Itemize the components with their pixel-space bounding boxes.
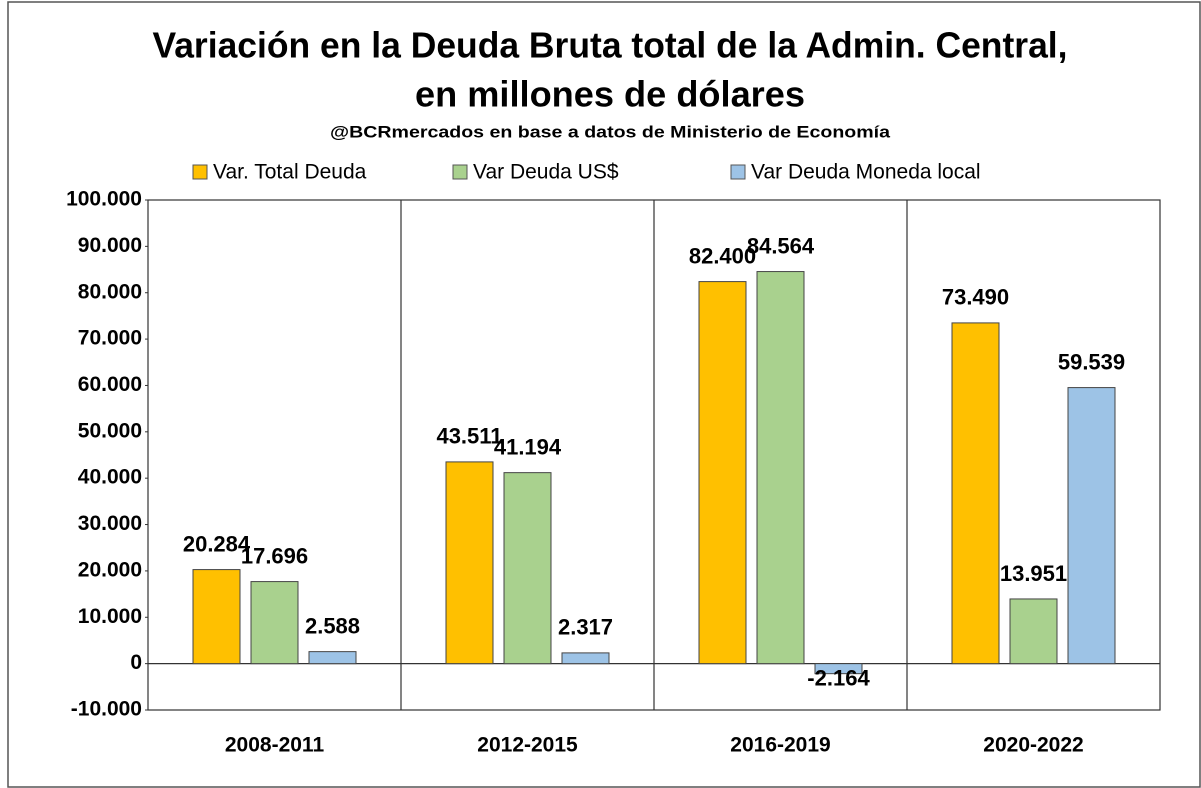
- legend-label: Var Deuda US$: [473, 161, 619, 184]
- bar: [1009, 598, 1058, 665]
- x-tick-label: 2008-2011: [225, 734, 325, 757]
- y-tick-label: 40.000: [78, 466, 142, 489]
- bar: [561, 652, 610, 665]
- x-tick-label: 2012-2015: [477, 734, 578, 757]
- data-label: 84.564: [747, 233, 815, 258]
- bar: [951, 322, 1000, 665]
- chart-border: [7, 1, 1201, 788]
- y-tick-label: -10.000: [71, 698, 142, 721]
- data-label: 73.490: [942, 285, 1009, 310]
- bar: [308, 651, 357, 665]
- data-label: 13.951: [1000, 561, 1067, 586]
- bar: [503, 472, 552, 665]
- y-tick-label: 20.000: [78, 558, 142, 581]
- y-tick-label: 0: [130, 651, 142, 674]
- bar: [250, 581, 299, 665]
- data-label: -2.164: [807, 665, 870, 690]
- data-label: 17.696: [241, 543, 308, 568]
- legend-label: Var. Total Deuda: [213, 161, 367, 184]
- data-label: 20.284: [183, 531, 251, 556]
- y-tick-label: 80.000: [78, 280, 142, 303]
- data-label: 2.588: [305, 613, 360, 638]
- chart-title: en millones de dólares: [415, 74, 805, 115]
- y-tick-label: 30.000: [78, 512, 142, 535]
- legend-swatch: [730, 164, 746, 180]
- y-tick-label: 70.000: [78, 327, 142, 350]
- data-label: 43.511: [436, 424, 502, 449]
- legend-swatch: [192, 164, 208, 180]
- bar: [756, 271, 805, 665]
- y-tick-label: 10.000: [78, 605, 142, 628]
- data-label: 59.539: [1058, 349, 1125, 374]
- data-label: 82.400: [689, 243, 756, 268]
- y-tick-label: 60.000: [78, 373, 142, 396]
- bar: [192, 569, 241, 665]
- y-tick-label: 50.000: [78, 419, 142, 442]
- x-tick-label: 2020-2022: [983, 734, 1083, 757]
- data-label: 41.194: [494, 434, 562, 459]
- x-tick-label: 2016-2019: [730, 734, 830, 757]
- bar: [698, 281, 747, 665]
- bar: [445, 461, 494, 665]
- chart-subtitle: @BCRmercados en base a datos de Minister…: [330, 122, 891, 141]
- legend-swatch: [452, 164, 468, 180]
- bar: [814, 663, 863, 675]
- y-tick-label: 90.000: [78, 234, 142, 257]
- y-tick-label: 100.000: [66, 188, 142, 211]
- bar: [1067, 387, 1116, 665]
- legend-label: Var Deuda Moneda local: [751, 161, 981, 184]
- data-label: 2.317: [558, 615, 613, 640]
- chart-title: Variación en la Deuda Bruta total de la …: [153, 25, 1068, 66]
